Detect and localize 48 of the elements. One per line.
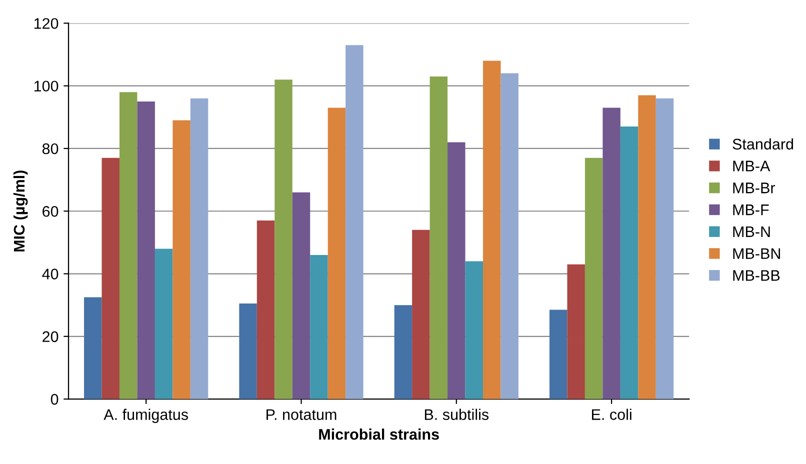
legend-label: MB-Br (733, 182, 776, 194)
y-axis-title: MIC (µg/ml) (13, 170, 28, 252)
bar (549, 310, 568, 400)
bar (394, 305, 412, 400)
y-tick-label: 60 (42, 206, 58, 217)
bar (239, 304, 257, 400)
legend-label: MB-A (733, 160, 770, 172)
bar (584, 158, 603, 400)
bar (172, 120, 190, 400)
bar (154, 248, 173, 400)
bar (256, 220, 275, 400)
y-tick-label: 120 (34, 18, 58, 29)
bar (190, 98, 208, 400)
bar (328, 108, 346, 400)
legend-label: MB-BB (733, 270, 780, 281)
y-tick-label: 100 (34, 80, 58, 92)
y-tick-label: 0 (50, 394, 58, 405)
bar (430, 76, 448, 400)
bar (602, 108, 620, 400)
bar (292, 192, 310, 400)
bar (656, 98, 674, 400)
x-tick-label: E. coli (592, 408, 632, 420)
x-tick-label: A. fumigatus (104, 408, 188, 424)
legend-label: Standard (732, 138, 794, 150)
bar (465, 261, 483, 400)
bar (84, 297, 102, 400)
bar (567, 264, 585, 400)
bar (482, 60, 501, 400)
bar (412, 230, 430, 400)
legend-label: MB-N (733, 226, 770, 237)
bar (274, 80, 292, 400)
legend-label: MB-F (733, 204, 769, 216)
x-axis-title: Microbial strains (319, 428, 439, 440)
bar (310, 254, 328, 400)
y-tick-label: 40 (42, 268, 58, 280)
bar (119, 92, 138, 400)
legend-label: MB-BN (733, 248, 780, 259)
y-tick-label: 20 (42, 331, 58, 342)
y-tick-label: 80 (42, 143, 58, 154)
bar (137, 102, 155, 400)
bar (500, 73, 518, 400)
x-tick-label: B. subtilis (424, 408, 489, 420)
bar (620, 126, 638, 400)
bar (448, 142, 466, 400)
bar (346, 45, 364, 400)
bar (638, 95, 656, 400)
bar (102, 158, 120, 400)
x-tick-label: P. notatum (266, 409, 336, 420)
